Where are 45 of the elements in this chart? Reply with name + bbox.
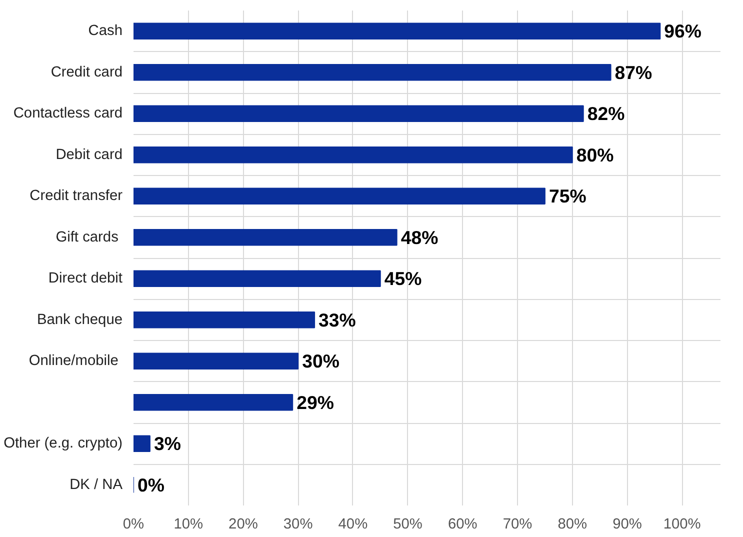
data-label: 45% [384,268,422,290]
bar [134,105,584,122]
x-tick-label: 80% [558,516,588,532]
y-tick-label: Debit card [56,146,123,163]
bar [134,146,573,164]
data-label: 96% [664,20,702,42]
y-tick-label: Online/mobile [28,353,118,370]
x-tick-label: 20% [228,516,258,532]
bar [134,435,150,452]
data-label: 3% [154,433,182,454]
x-tick-label: 60% [448,516,478,532]
bar [134,352,299,370]
data-label: 33% [318,309,356,330]
y-tick-label: Bank cheque [36,312,122,328]
bar [134,64,612,81]
y-tick-label: Credit transfer [30,188,123,204]
y-tick-label: Gift cards [56,229,118,246]
data-label: 48% [400,226,439,248]
bar [134,22,661,40]
data-label: 80% [576,144,614,166]
bar [134,394,294,411]
x-tick-label: 100% [663,516,701,532]
data-label: 30% [302,350,340,372]
bar [134,312,316,328]
y-tick-label: Direct debit [48,270,123,287]
y-tick-label: Contactless card [13,106,122,122]
data-label: 29% [296,392,334,413]
x-tick-label: 30% [283,516,313,532]
y-tick-label: Other (e.g. crypto) [4,436,123,452]
data-label: 82% [587,103,626,124]
data-label: 0% [138,474,165,496]
y-tick-label: Credit card [50,64,123,80]
x-tick-label: 0% [122,516,144,532]
x-tick-label: 10% [174,516,204,532]
bar [134,229,398,246]
y-tick-label: Cash [88,23,123,40]
x-tick-label: 70% [502,516,532,532]
x-tick-label: 90% [612,516,642,532]
data-label: 87% [614,62,653,83]
x-tick-label: 50% [393,516,422,532]
bar [134,270,381,287]
bar [134,188,546,204]
y-tick-label: DK / NA [70,476,123,493]
x-tick-label: 40% [338,516,368,532]
data-label: 75% [548,186,587,207]
